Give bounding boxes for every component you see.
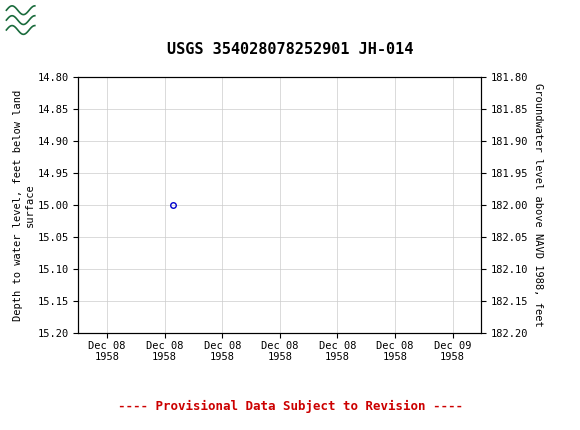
FancyBboxPatch shape [5, 3, 37, 34]
Text: USGS 354028078252901 JH-014: USGS 354028078252901 JH-014 [167, 42, 413, 57]
Text: USGS: USGS [44, 9, 90, 28]
Text: ---- Provisional Data Subject to Revision ----: ---- Provisional Data Subject to Revisio… [118, 400, 462, 413]
Y-axis label: Depth to water level, feet below land
surface: Depth to water level, feet below land su… [13, 90, 35, 321]
Y-axis label: Groundwater level above NAVD 1988, feet: Groundwater level above NAVD 1988, feet [533, 83, 543, 327]
